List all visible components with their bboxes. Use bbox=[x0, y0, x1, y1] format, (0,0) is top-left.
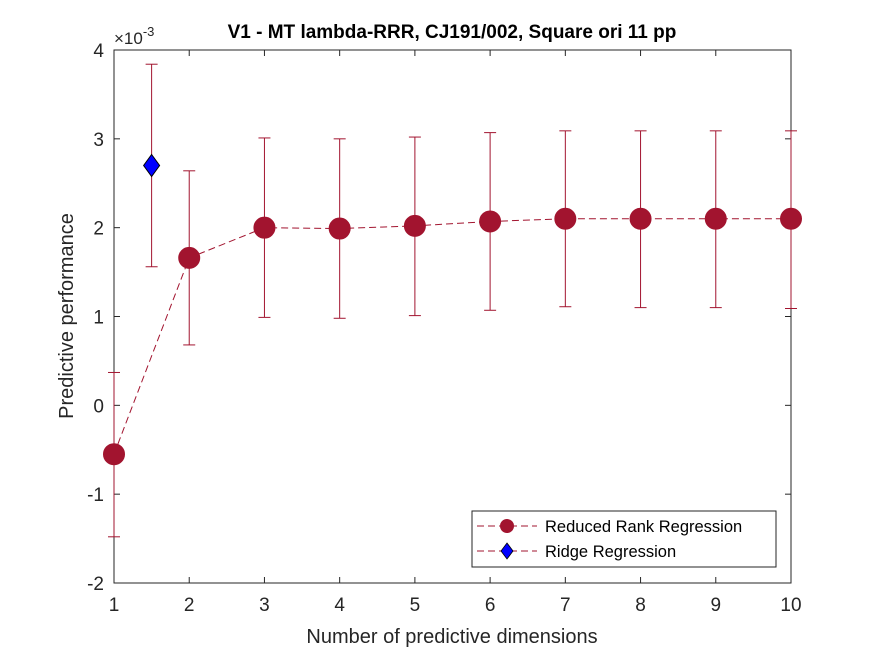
y-ticks: -2 -1 0 1 2 3 4 bbox=[87, 41, 791, 595]
ridge-marker bbox=[142, 153, 161, 178]
legend-marker-rrr bbox=[500, 519, 514, 533]
rrr-marker bbox=[403, 214, 426, 237]
y-tick-label: 3 bbox=[93, 130, 104, 151]
rrr-marker bbox=[704, 207, 727, 230]
ridge-point bbox=[142, 63, 161, 268]
legend-marker-ridge bbox=[500, 542, 514, 560]
plot-area bbox=[113, 49, 792, 584]
y-exponent: ×10-3 bbox=[114, 24, 154, 48]
rrr-marker bbox=[328, 217, 351, 240]
chart-title: V1 - MT lambda-RRR, CJ191/002, Square or… bbox=[228, 22, 677, 43]
rrr-point bbox=[554, 130, 577, 308]
x-tick-label: 7 bbox=[560, 595, 571, 616]
x-tick-label: 10 bbox=[780, 595, 801, 616]
rrr-series-line bbox=[113, 218, 791, 455]
rrr-marker bbox=[479, 210, 502, 233]
rrr-marker bbox=[178, 246, 201, 269]
x-tick-label: 3 bbox=[259, 595, 270, 616]
y-tick-label: -1 bbox=[87, 485, 104, 506]
y-tick-label: -2 bbox=[87, 574, 104, 595]
rrr-marker bbox=[629, 207, 652, 230]
rrr-point bbox=[103, 371, 125, 538]
rrr-point bbox=[629, 130, 652, 309]
rrr-point bbox=[704, 130, 727, 309]
x-tick-label: 6 bbox=[485, 595, 496, 616]
rrr-marker bbox=[103, 443, 125, 466]
legend-item-ridge: Ridge Regression bbox=[477, 542, 676, 561]
rrr-point bbox=[253, 137, 276, 318]
rrr-point bbox=[328, 138, 351, 319]
rrr-marker bbox=[253, 216, 276, 239]
legend-label-rrr: Reduced Rank Regression bbox=[545, 518, 742, 536]
y-exponent-base: ×10 bbox=[114, 29, 143, 48]
rrr-point bbox=[403, 136, 426, 317]
series-layer bbox=[103, 63, 802, 538]
x-tick-label: 5 bbox=[410, 595, 421, 616]
y-tick-label: 2 bbox=[93, 219, 104, 240]
x-tick-label: 1 bbox=[109, 595, 120, 616]
x-ticks: 1 2 3 4 5 6 7 8 9 10 bbox=[109, 50, 802, 616]
rrr-point bbox=[178, 170, 201, 346]
legend-label-ridge: Ridge Regression bbox=[545, 543, 676, 561]
legend-item-rrr: Reduced Rank Regression bbox=[477, 518, 742, 536]
x-tick-label: 4 bbox=[334, 595, 345, 616]
y-tick-label: 1 bbox=[93, 308, 104, 329]
y-axis-label: Predictive performance bbox=[56, 213, 78, 419]
y-tick-label: 0 bbox=[93, 396, 104, 417]
legend-box bbox=[471, 510, 777, 568]
y-exponent-power: -3 bbox=[143, 24, 155, 39]
x-tick-label: 8 bbox=[635, 595, 646, 616]
y-tick-label: 4 bbox=[93, 41, 104, 62]
x-axis-label: Number of predictive dimensions bbox=[306, 626, 597, 648]
legend: Reduced Rank Regression Ridge Regression bbox=[471, 510, 777, 568]
rrr-marker bbox=[780, 207, 802, 230]
axes-box bbox=[113, 49, 792, 584]
rrr-point bbox=[479, 132, 502, 311]
x-tick-label: 2 bbox=[184, 595, 195, 616]
rrr-point bbox=[780, 130, 802, 310]
x-tick-label: 9 bbox=[710, 595, 721, 616]
rrr-marker bbox=[554, 207, 577, 230]
